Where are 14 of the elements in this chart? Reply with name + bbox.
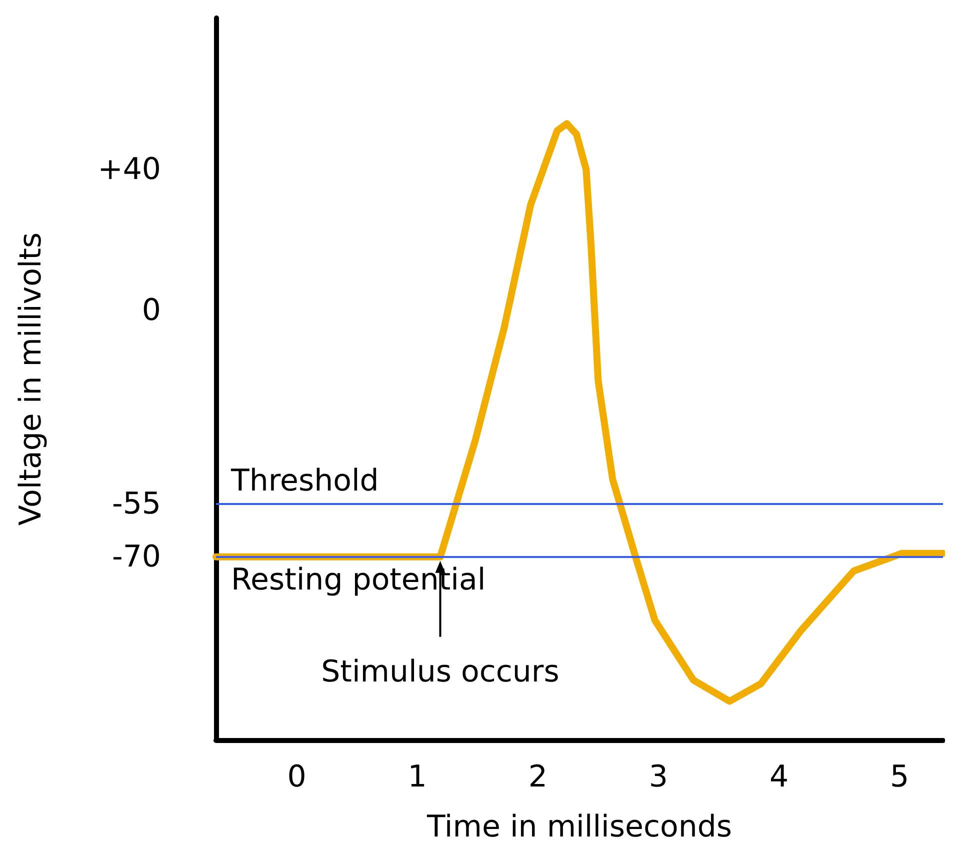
y-tick-label: -55 — [112, 486, 161, 522]
x-tick-label: 0 — [287, 760, 306, 794]
x-tick-label: 4 — [769, 760, 789, 794]
x-tick-label: 2 — [528, 760, 548, 794]
annotation: Stimulus occurs — [321, 654, 560, 690]
x-tick-label: 1 — [408, 760, 427, 794]
x-tick-label: 5 — [890, 760, 910, 794]
y-tick-label: -70 — [112, 539, 161, 574]
y-axis-title: Voltage in millivolts — [14, 232, 48, 526]
y-tick-label: +40 — [98, 152, 161, 187]
y-tick-label: 0 — [142, 292, 161, 328]
ref-line-label: Threshold — [230, 464, 379, 499]
x-tick-label: 3 — [648, 760, 668, 794]
x-axis-title: Time in milliseconds — [426, 810, 732, 844]
